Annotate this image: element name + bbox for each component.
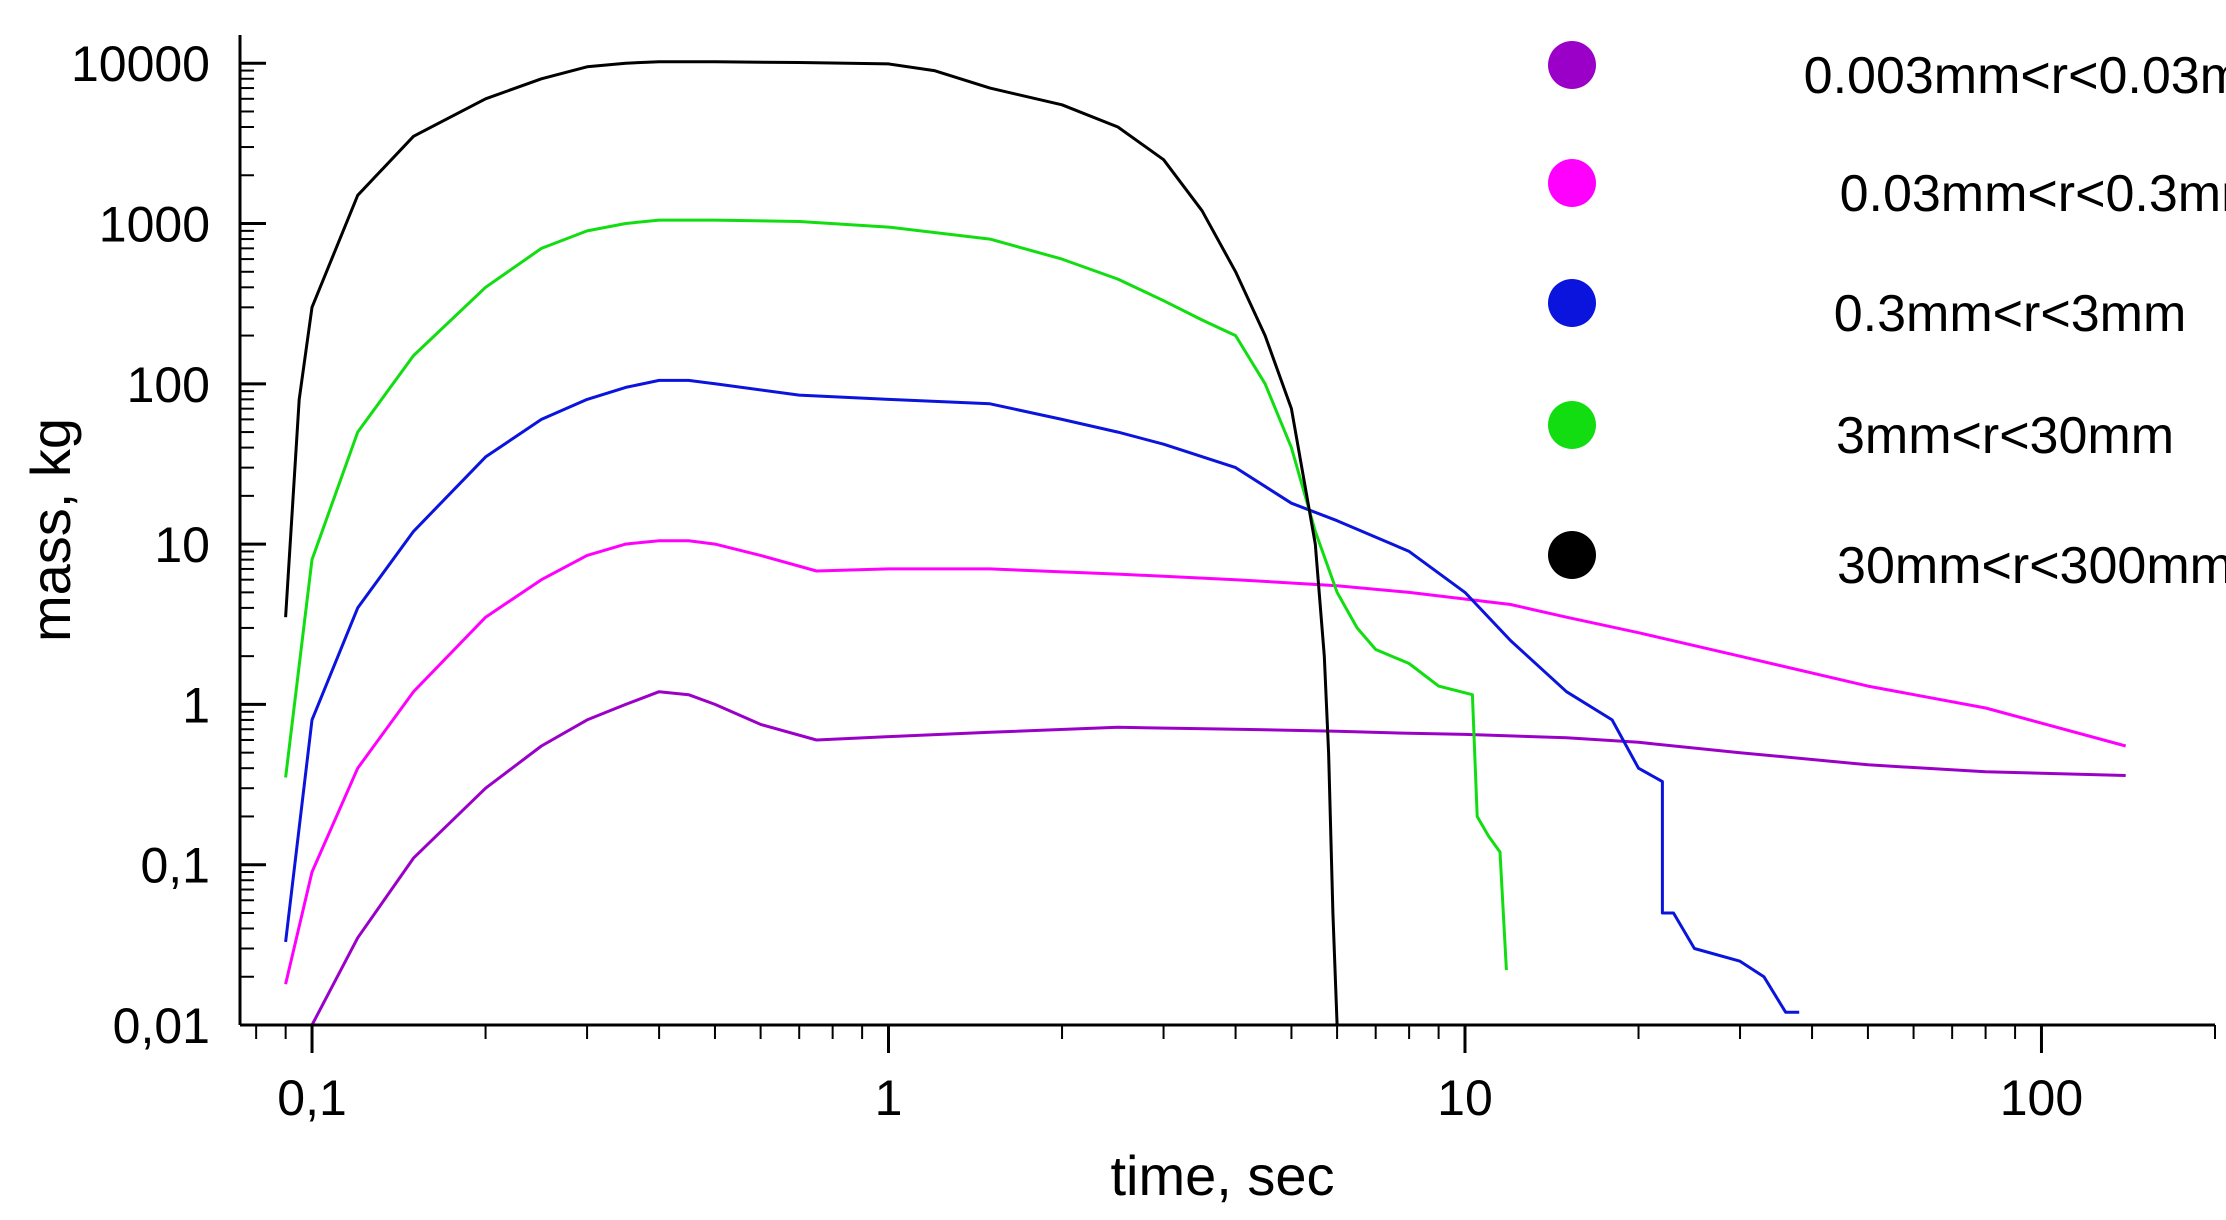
legend-marker-5 bbox=[1548, 531, 1596, 579]
legend-label-3: 0.3mm<r<3mm bbox=[1834, 285, 2187, 343]
y-axis-title: mass, kg bbox=[19, 418, 82, 642]
legend-label-1: 0.003mm<r<0.03mm bbox=[1804, 47, 2226, 105]
legend-marker-1 bbox=[1548, 41, 1596, 89]
series-layer bbox=[284, 60, 2127, 1026]
y-tick-label: 0,1 bbox=[140, 838, 210, 894]
series-line-4 bbox=[284, 218, 1508, 971]
legend-marker-4 bbox=[1548, 401, 1596, 449]
x-minor-ticks bbox=[255, 1025, 2216, 1039]
legend: 0.003mm<r<0.03mm 0.03mm<r<0.3mm 0.3mm<r<3m… bbox=[1548, 41, 2226, 595]
series-line-1 bbox=[310, 690, 2126, 1026]
legend-label-2: 0.03mm<r<0.3mm bbox=[1840, 165, 2226, 223]
x-axis-title: time, sec bbox=[1110, 1144, 1334, 1207]
x-tick-label: 1 bbox=[875, 1070, 903, 1126]
y-tick-label: 1000 bbox=[99, 197, 210, 253]
legend-label-5: 30mm<r<300mm bbox=[1837, 537, 2226, 595]
legend-marker-3 bbox=[1548, 279, 1596, 327]
x-tick-label: 10 bbox=[1437, 1070, 1493, 1126]
x-tick-label: 0,1 bbox=[277, 1070, 347, 1126]
legend-marker-2 bbox=[1548, 159, 1596, 207]
y-tick-label: 0,01 bbox=[113, 998, 210, 1054]
y-tick-label: 100 bbox=[127, 357, 210, 413]
major-ticks bbox=[240, 61, 2043, 1053]
y-tick-label: 10000 bbox=[71, 36, 210, 92]
y-minor-ticks bbox=[240, 69, 254, 978]
y-tick-label: 10 bbox=[154, 517, 210, 573]
series-line-3 bbox=[284, 378, 1800, 1014]
legend-label-4: 3mm<r<30mm bbox=[1836, 407, 2174, 465]
x-tick-labels: 0,1 1 10 100 bbox=[277, 1070, 2083, 1126]
x-tick-label: 100 bbox=[2000, 1070, 2083, 1126]
y-tick-label: 1 bbox=[182, 677, 210, 733]
series-line-5 bbox=[284, 60, 1339, 1026]
series-line-2 bbox=[284, 539, 2127, 985]
y-tick-labels: 0,01 0,1 1 10 100 1000 10000 bbox=[71, 36, 210, 1054]
